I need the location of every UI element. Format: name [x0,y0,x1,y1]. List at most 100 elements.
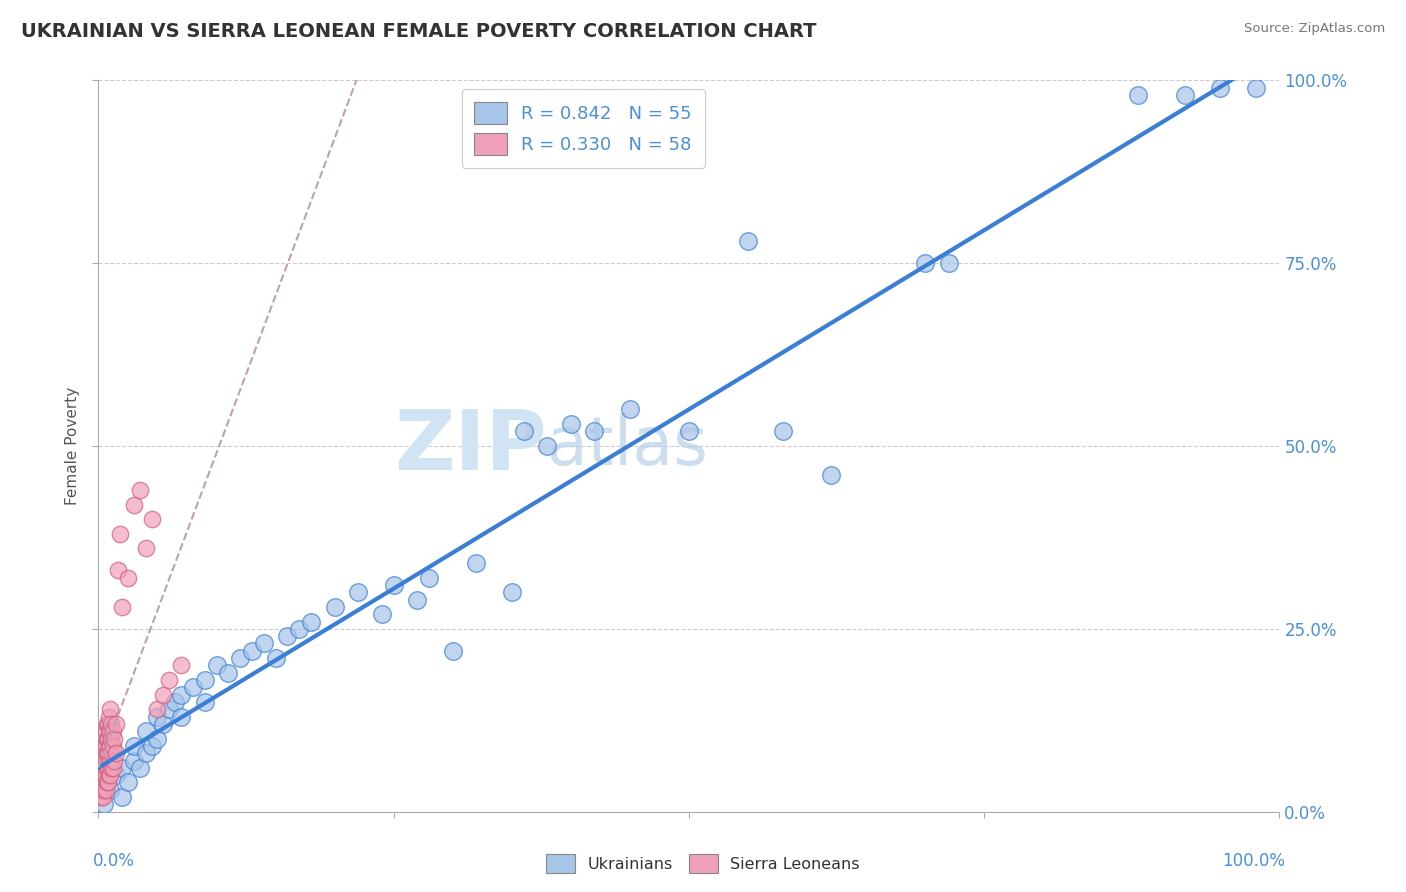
Point [105,717,128,731]
Point [101,739,124,753]
Point [181,681,204,695]
Point [536,439,558,453]
Point [101,724,124,739]
Point [94,768,117,782]
Point [240,644,263,658]
Point [111,599,134,614]
Text: 100.0%: 100.0% [1222,852,1285,870]
Point [678,425,700,439]
Text: 0.0%: 0.0% [93,852,135,870]
Point [146,702,169,716]
Point [276,629,298,643]
Point [98,709,121,723]
Point [501,585,523,599]
Point [111,790,134,805]
Point [91,775,114,789]
Point [418,571,440,585]
Point [93,768,115,782]
Point [165,695,187,709]
Point [229,651,252,665]
Point [1244,80,1267,95]
Point [105,768,128,782]
Point [100,746,122,760]
Point [194,695,217,709]
Point [94,739,117,753]
Point [128,761,150,775]
Point [98,702,121,716]
Point [93,754,115,768]
Point [135,746,157,760]
Point [465,556,488,570]
Point [107,563,129,577]
Point [938,256,960,270]
Point [141,512,163,526]
Point [135,724,157,739]
Point [96,761,118,775]
Legend: Ukrainians, Sierra Leoneans: Ukrainians, Sierra Leoneans [540,847,866,880]
Point [152,717,174,731]
Point [91,768,114,782]
Point [135,541,157,556]
Point [94,754,117,768]
Point [97,761,120,775]
Point [157,673,180,687]
Point [100,717,122,731]
Point [93,797,115,812]
Point [94,724,117,739]
Point [347,585,370,599]
Point [117,775,139,789]
Point [583,425,606,439]
Point [122,498,145,512]
Point [103,754,125,768]
Point [97,731,120,746]
Point [98,754,121,768]
Point [512,425,534,439]
Point [152,688,174,702]
Text: Source: ZipAtlas.com: Source: ZipAtlas.com [1244,22,1385,36]
Point [98,782,121,797]
Point [96,746,118,760]
Point [98,724,121,739]
Point [382,578,405,592]
Point [406,592,429,607]
Point [146,709,169,723]
Point [94,782,117,797]
Point [122,754,145,768]
Point [371,607,394,622]
Point [96,717,118,731]
Point [288,622,311,636]
Point [97,717,120,731]
Point [108,526,131,541]
Point [1126,87,1149,102]
Point [217,665,239,680]
Point [100,761,122,775]
Y-axis label: Female Poverty: Female Poverty [65,387,80,505]
Legend: R = 0.842   N = 55, R = 0.330   N = 58: R = 0.842 N = 55, R = 0.330 N = 58 [461,89,704,168]
Point [1174,87,1197,102]
Point [101,761,124,775]
Point [93,782,115,797]
Point [146,731,169,746]
Point [170,688,193,702]
Point [98,739,121,753]
Point [737,234,759,248]
Point [128,483,150,497]
Point [170,709,193,723]
Point [103,731,125,746]
Point [157,702,180,716]
Point [91,790,114,805]
Point [90,790,112,805]
Point [772,425,794,439]
Point [117,571,139,585]
Point [111,761,134,775]
Point [93,739,115,753]
Point [105,746,128,760]
Point [560,417,582,431]
Point [820,468,842,483]
Text: ZIP: ZIP [395,406,547,486]
Point [205,658,228,673]
Point [619,402,641,417]
Point [98,768,121,782]
Point [96,775,118,789]
Point [299,615,322,629]
